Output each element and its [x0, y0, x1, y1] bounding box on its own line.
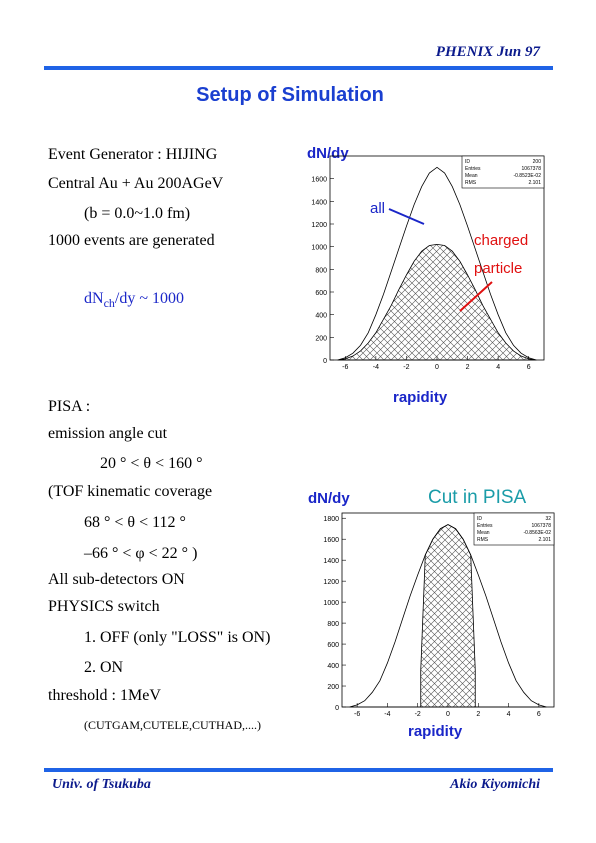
chart2-ytick-label: 0 — [335, 705, 339, 712]
chart1-ytick-label: 800 — [315, 267, 327, 274]
arrow-all — [388, 208, 425, 225]
text-theta-cut: 20 ° < θ < 160 ° — [100, 455, 203, 472]
text-physics: PHYSICS switch — [48, 598, 160, 615]
label-charged: charged — [474, 232, 529, 249]
text-threshold: threshold : 1MeV — [48, 687, 161, 704]
chart1-ytick-label: 400 — [315, 313, 327, 320]
chart1-stats-val: 1067378 — [522, 166, 542, 172]
label-cut-in-pisa: Cut in PISA — [428, 487, 527, 508]
chart1-ytick-label: 1600 — [311, 177, 327, 184]
chart2-ytick-label: 1000 — [323, 600, 339, 607]
chart1-title: dN/dy — [307, 145, 349, 162]
chart1-ytick-label: 200 — [315, 335, 327, 342]
chart2-xlabel: rapidity — [408, 723, 463, 740]
chart1-stats-val: 200 — [533, 159, 542, 165]
chart2-xtick-label: -4 — [384, 711, 390, 718]
chart2-xtick-label: -6 — [354, 711, 360, 718]
chart2-stats-key: Entries — [477, 523, 493, 529]
text-tof: (TOF kinematic coverage — [48, 483, 213, 500]
chart2-title: dN/dy — [308, 490, 350, 507]
chart1-xtick-label: -6 — [342, 364, 348, 371]
chart1-ytick-label: 1400 — [311, 199, 327, 206]
chart2-ytick-label: 200 — [327, 684, 339, 691]
chart2-xtick-label: 6 — [537, 711, 541, 718]
chart2-stats-key: Mean — [477, 530, 490, 536]
chart2-series-1 — [420, 524, 476, 708]
chart1-xtick-label: -2 — [403, 364, 409, 371]
chart1-xtick-label: 0 — [435, 364, 439, 371]
footer-left: Univ. of Tsukuba — [52, 777, 151, 792]
dn-prefix: dN — [84, 290, 104, 307]
chart1-ytick-label: 0 — [323, 358, 327, 365]
chart2-ytick-label: 600 — [327, 642, 339, 649]
chart1-xtick-label: 2 — [466, 364, 470, 371]
text-emission: emission angle cut — [48, 425, 168, 442]
chart1-stats-val: -0.8523E-02 — [513, 173, 541, 179]
chart2-ytick-label: 800 — [327, 621, 339, 628]
text-on: 2. ON — [84, 659, 124, 676]
chart1-stats-key: RMS — [465, 180, 477, 186]
chart1-stats-box — [461, 155, 545, 189]
text-impact: (b = 0.0~1.0 fm) — [84, 205, 191, 222]
chart2-xtick-label: -2 — [415, 711, 421, 718]
chart1-stats-key: Mean — [465, 173, 478, 179]
arrow-charged — [459, 281, 493, 312]
text-dndy: dNch/dy ~ 1000 — [84, 290, 184, 311]
chart2-stats-val: -0.8563E-02 — [523, 530, 551, 536]
text-off: 1. OFF (only "LOSS" is ON) — [84, 629, 271, 646]
chart2-stats-val: 2.101 — [538, 537, 551, 543]
chart1-xtick-label: 4 — [496, 364, 500, 371]
text-event-generator: Event Generator : HIJING — [48, 146, 218, 163]
chart1-ytick-label: 1000 — [311, 245, 327, 252]
chart2-ytick-label: 400 — [327, 663, 339, 670]
chart2-ytick-label: 1600 — [323, 537, 339, 544]
chart1-xtick-label: 6 — [527, 364, 531, 371]
label-all: all — [370, 200, 386, 217]
chart2-stats-box — [473, 512, 555, 546]
chart1-xtick-label: -4 — [373, 364, 379, 371]
text-tof-phi: –66 ° < φ < 22 ° ) — [84, 545, 198, 562]
chart2-stats-key: ID — [477, 516, 482, 522]
page-title: Setup of Simulation — [196, 84, 384, 106]
chart2-stats-val: 32 — [545, 516, 551, 522]
text-tof-theta: 68 ° < θ < 112 ° — [84, 514, 186, 531]
chart2-ytick-label: 1400 — [323, 558, 339, 565]
chart2-ytick-label: 1200 — [323, 579, 339, 586]
footer-rule — [44, 768, 553, 772]
chart1-xlabel: rapidity — [393, 389, 448, 406]
chart1-ytick-label: 600 — [315, 290, 327, 297]
chart2-xtick-label: 2 — [476, 711, 480, 718]
header-right: PHENIX Jun 97 — [435, 44, 540, 60]
text-pisa: PISA : — [48, 398, 91, 415]
chart2-svg: 0 200 400 600 800 1000 1200 1400 1600 1800 -6 -4 -2 0… — [323, 512, 555, 718]
chart1-svg: 0 200 400 600 800 1000 1200 1400 1600 -6 -4 -2 0 2 4 6 I… — [311, 155, 545, 371]
chart1-stats-val: 2.101 — [528, 180, 541, 186]
chart2-ytick-label: 1800 — [323, 516, 339, 523]
header-rule — [44, 66, 553, 70]
chart1-stats-key: Entries — [465, 166, 481, 172]
text-events: 1000 events are generated — [48, 232, 215, 249]
chart1-series-1 — [337, 243, 537, 361]
label-particle: particle — [474, 260, 523, 277]
dn-post: /dy ~ 1000 — [114, 290, 184, 307]
chart2-xtick-label: 4 — [507, 711, 511, 718]
chart2-stats-key: RMS — [477, 537, 489, 543]
text-cuts: (CUTGAM,CUTELE,CUTHAD,....) — [84, 718, 261, 732]
text-subdetectors: All sub-detectors ON — [48, 571, 185, 588]
chart2-stats-val: 1067378 — [532, 523, 552, 529]
footer-right: Akio Kiyomichi — [450, 777, 540, 792]
dn-sub: ch — [103, 296, 115, 311]
chart1-series-0 — [337, 166, 537, 361]
chart1-stats-key: ID — [465, 159, 470, 165]
chart2-xtick-label: 0 — [446, 711, 450, 718]
chart1-ytick-label: 1200 — [311, 222, 327, 229]
text-central: Central Au + Au 200AGeV — [48, 175, 224, 192]
